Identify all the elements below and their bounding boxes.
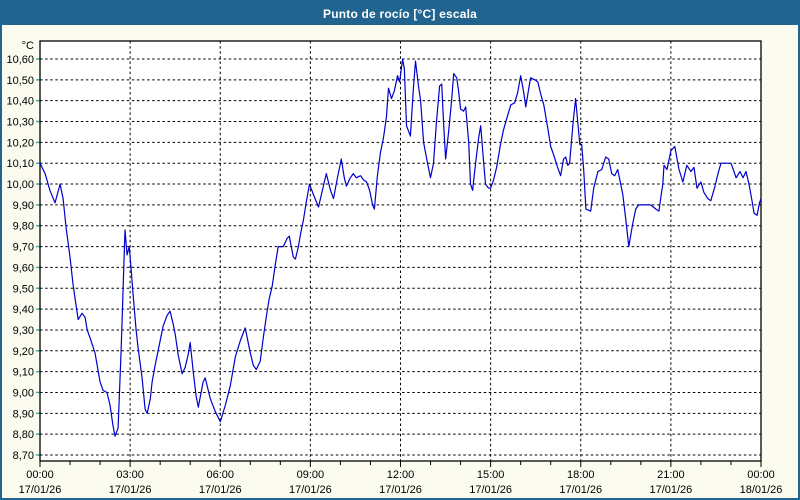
- y-axis-label: 10,60: [6, 54, 34, 66]
- y-axis-label: 8,90: [13, 408, 34, 420]
- y-axis-label: 9,40: [13, 304, 34, 316]
- x-axis-date-label: 17/01/26: [109, 484, 152, 496]
- y-axis-unit-label: °C: [22, 40, 34, 52]
- y-axis-label: 8,80: [13, 429, 34, 441]
- x-axis-time-label: 09:00: [297, 469, 325, 481]
- x-axis-time-label: 00:00: [26, 469, 54, 481]
- chart-area: 10,60 10,50 10,40 10,30 10,20 10,10 10,00 9,90 9…: [2, 25, 798, 498]
- y-axis-label: 10,30: [6, 117, 34, 129]
- y-axis-label: 10,00: [6, 179, 34, 191]
- x-axis-date-label: 17/01/26: [289, 484, 332, 496]
- plot-frame: [39, 40, 762, 462]
- y-axis-label: 9,50: [13, 283, 34, 295]
- x-axis-date-label: 17/01/26: [19, 484, 62, 496]
- window-title: Punto de rocío [°C] escala: [322, 6, 478, 21]
- x-axis-time-label: 03:00: [116, 469, 144, 481]
- x-axis-date-label: 17/01/26: [199, 484, 242, 496]
- x-axis-time-label: 06:00: [206, 469, 234, 481]
- y-axis-label: 8,70: [13, 450, 34, 462]
- x-axis-date-label: 17/01/26: [649, 484, 692, 496]
- x-axis-time-label: 00:00: [747, 469, 775, 481]
- window-titlebar[interactable]: Punto de rocío [°C] escala: [2, 2, 798, 25]
- y-axis-label: 9,00: [13, 387, 34, 399]
- x-axis-date-label: 18/01/26: [740, 484, 783, 496]
- y-axis-label: 9,70: [13, 242, 34, 254]
- x-axis-time-label: 18:00: [567, 469, 595, 481]
- y-axis-labels: 10,60 10,50 10,40 10,30 10,20 10,10 10,00 9,90 9…: [6, 40, 34, 462]
- x-axis-time-label: 15:00: [477, 469, 505, 481]
- y-axis-label: 9,90: [13, 200, 34, 212]
- axis-ticks: [36, 58, 762, 467]
- x-axis-date-label: 17/01/26: [559, 484, 602, 496]
- y-axis-label: 9,30: [13, 325, 34, 337]
- dew-point-line: [39, 58, 762, 437]
- y-axis-label: 9,10: [13, 367, 34, 379]
- y-axis-label: 10,10: [6, 158, 34, 170]
- x-axis-time-label: 21:00: [657, 469, 685, 481]
- y-axis-label: 10,40: [6, 96, 34, 108]
- y-axis-label: 9,80: [13, 221, 34, 233]
- x-axis-time-label: 12:00: [387, 469, 415, 481]
- chart-svg: 10,60 10,50 10,40 10,30 10,20 10,10 10,00 9,90 9…: [6, 40, 783, 496]
- y-axis-label: 9,20: [13, 346, 34, 358]
- y-axis-label: 10,50: [6, 75, 34, 87]
- x-axis-date-label: 17/01/26: [379, 484, 422, 496]
- y-axis-label: 10,20: [6, 137, 34, 149]
- y-axis-label: 9,60: [13, 262, 34, 274]
- x-axis-date-label: 17/01/26: [469, 484, 512, 496]
- x-axis-labels: 00:00 17/01/26 03:00 17/01/26 06:00 17/01/26 0…: [19, 469, 783, 496]
